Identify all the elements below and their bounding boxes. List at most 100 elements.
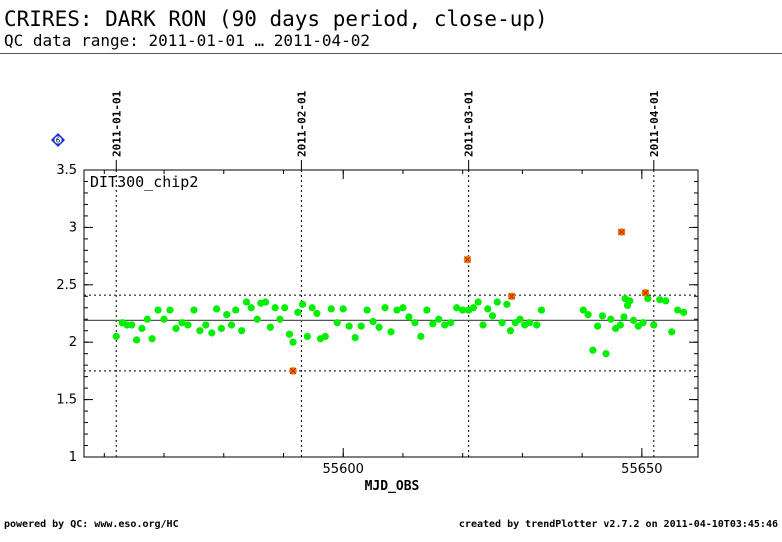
data-point: [208, 329, 216, 337]
data-point: [238, 327, 246, 335]
y-tick-label: 1.5: [56, 393, 77, 408]
data-point: [160, 315, 168, 323]
data-point: [479, 321, 487, 329]
data-point: [276, 315, 284, 323]
data-point: [138, 324, 146, 333]
data-point: [589, 346, 597, 354]
data-point: [285, 330, 294, 338]
data-point: [232, 306, 240, 314]
diamond-inner: [54, 136, 62, 144]
data-point: [217, 324, 225, 333]
date-marker-label: 2011-03-01: [463, 90, 476, 157]
data-point: [399, 304, 407, 312]
data-point: [498, 319, 506, 327]
data-point: [387, 328, 395, 336]
data-point: [674, 306, 682, 314]
outlier-point: [507, 292, 516, 301]
data-point: [629, 316, 638, 324]
data-point: [148, 335, 156, 343]
data-point: [184, 321, 192, 329]
data-point: [172, 324, 180, 333]
data-point: [294, 308, 302, 316]
data-point: [321, 332, 329, 341]
data-point: [594, 322, 602, 330]
data-point: [351, 334, 359, 342]
diamond-icon[interactable]: 6: [51, 133, 65, 147]
data-point: [393, 306, 401, 314]
outlier-point: [641, 289, 650, 297]
data-point: [327, 305, 335, 313]
plot-frame: [83, 169, 699, 458]
data-point: [423, 306, 431, 314]
data-point: [488, 312, 497, 320]
data-point: [339, 305, 347, 313]
data-point: [668, 328, 676, 336]
data-point: [154, 306, 162, 314]
data-point: [357, 322, 365, 330]
data-point: [308, 304, 316, 312]
data-point: [644, 294, 652, 303]
data-point: [453, 304, 461, 312]
data-point: [289, 338, 297, 346]
data-point: [202, 321, 210, 329]
data-point: [579, 306, 587, 314]
date-marker-label: 2011-02-01: [295, 90, 308, 157]
data-point: [196, 327, 204, 335]
data-point: [616, 321, 624, 329]
data-point: [493, 298, 501, 306]
data-point: [435, 315, 443, 323]
data-point: [533, 321, 541, 329]
data-point: [662, 297, 670, 305]
data-point: [620, 313, 628, 321]
x-tick-label: 55600: [323, 462, 364, 477]
data-point: [441, 321, 449, 329]
outlier-cross: [642, 289, 649, 297]
badge-label: 6: [56, 136, 61, 144]
data-point: [178, 319, 186, 327]
date-marker-label: 2011-04-01: [648, 90, 661, 157]
data-point: [447, 319, 455, 327]
data-point: [333, 319, 341, 327]
data-point: [299, 300, 307, 308]
data-point: [223, 311, 231, 319]
data-point: [602, 350, 610, 358]
chart-title: CRIRES: DARK RON (90 days period, close-…: [4, 7, 548, 31]
y-tick-label: 1: [69, 450, 77, 465]
data-point: [242, 298, 251, 306]
data-point: [516, 315, 524, 323]
outlier-cross: [508, 292, 516, 300]
data-point: [459, 306, 467, 314]
outlier-cross: [464, 256, 471, 263]
date-marker-label: 2011-01-01: [110, 90, 123, 157]
axes: 1 1.5 2 2.5 3 3.5 55600 55650: [56, 163, 699, 477]
data-point: [650, 321, 658, 329]
data-point: [680, 308, 688, 316]
header-divider: [0, 53, 782, 54]
data-point: [375, 323, 383, 331]
data-point: [212, 305, 221, 313]
panel-label: DIT300_chip2: [90, 173, 198, 191]
data-point: [143, 315, 151, 323]
data-point: [266, 323, 274, 331]
data-point: [474, 298, 482, 306]
data-point: [429, 320, 437, 328]
data-point: [345, 322, 353, 330]
data-point: [253, 315, 261, 323]
data-point: [369, 317, 377, 326]
data-point: [484, 305, 492, 313]
reference-lines: [84, 294, 698, 372]
data-point: [271, 304, 279, 312]
data-point: [598, 312, 607, 320]
data-point: [411, 319, 419, 327]
outlier-point: [463, 255, 472, 264]
data-points: [112, 228, 688, 375]
data-point: [525, 319, 534, 327]
data-point: [190, 306, 198, 314]
outlier-point: [289, 367, 297, 375]
data-point: [128, 321, 136, 329]
outlier-cross: [289, 367, 297, 375]
x-axis-label: MJD_OBS: [365, 479, 420, 494]
y-tick-label: 3: [69, 220, 77, 235]
data-point: [506, 327, 515, 335]
